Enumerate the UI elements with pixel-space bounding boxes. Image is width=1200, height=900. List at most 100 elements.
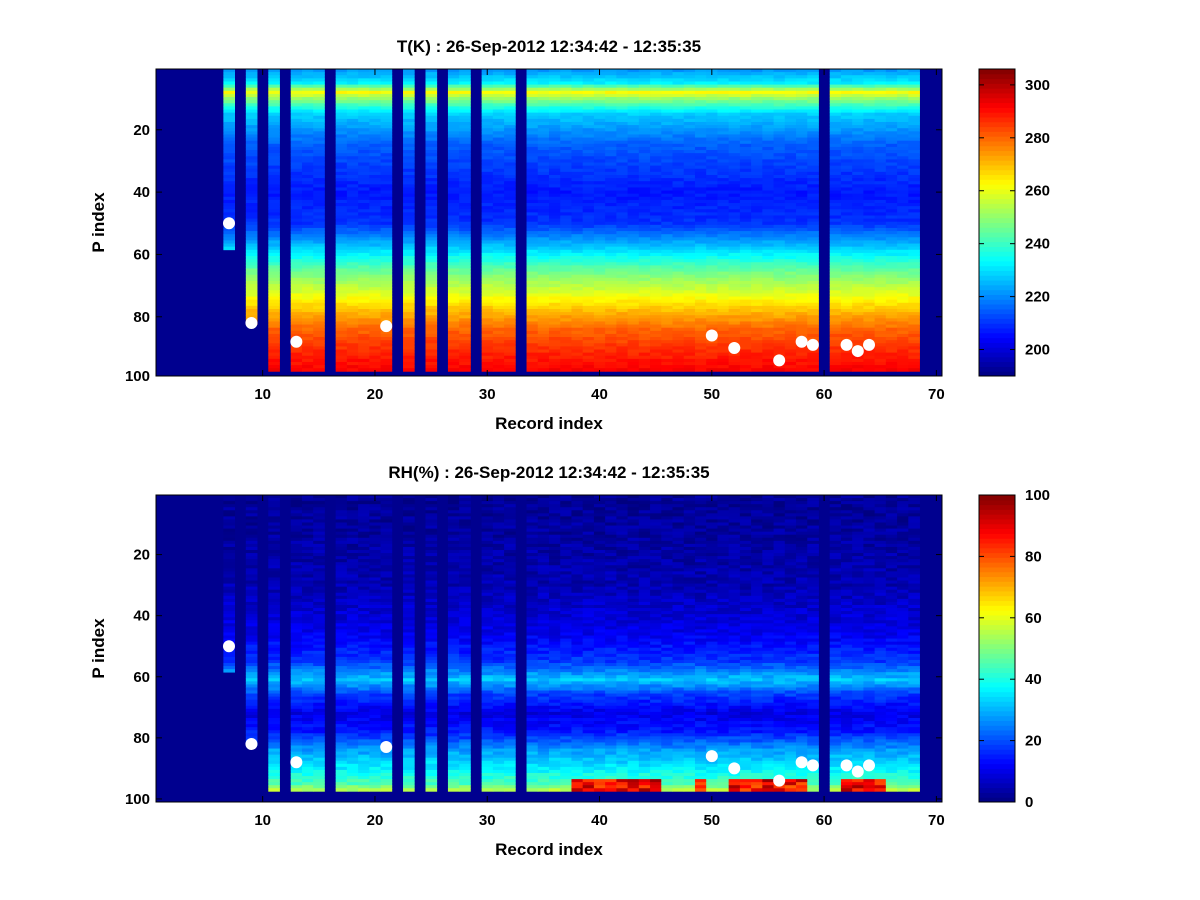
temperature-column-34 xyxy=(526,69,539,372)
temperature-cell xyxy=(403,193,415,198)
temperature-cell xyxy=(403,321,415,325)
temperature-cell xyxy=(504,100,516,104)
temperature-cell xyxy=(840,143,853,148)
temperature-cell xyxy=(447,305,460,310)
temperature-cell xyxy=(380,284,393,288)
temperature-cell xyxy=(335,305,348,310)
temperature-cell xyxy=(796,72,808,76)
temperature-cell xyxy=(706,165,718,170)
temperature-cell xyxy=(773,271,786,276)
temperature-cell xyxy=(650,112,662,117)
temperature-cell xyxy=(571,212,584,216)
temperature-cell xyxy=(638,361,651,366)
temperature-cell xyxy=(863,165,876,170)
temperature-cell xyxy=(223,134,235,138)
temperature-cell xyxy=(717,103,730,107)
temperature-cell xyxy=(897,218,909,223)
temperature-cell xyxy=(492,209,505,213)
temperature-cell xyxy=(840,87,853,92)
temperature-cell xyxy=(504,246,516,251)
temperature-cell xyxy=(840,209,853,213)
temperature-cell xyxy=(796,365,808,369)
temperature-cell xyxy=(739,90,752,95)
temperature-cell xyxy=(706,352,718,357)
temperature-cell xyxy=(840,324,853,329)
temperature-cell xyxy=(459,206,471,210)
temperature-cell xyxy=(560,174,572,179)
temperature-cell xyxy=(751,284,763,288)
temperature-cell xyxy=(672,340,685,344)
temperature-cell xyxy=(537,84,550,89)
temperature-cell xyxy=(706,327,718,332)
temperature-cell xyxy=(728,234,741,238)
temperature-cell xyxy=(369,284,381,288)
temperature-cell xyxy=(616,125,628,129)
temperature-cell xyxy=(773,81,786,85)
temperature-cell xyxy=(492,268,505,272)
temperature-cell xyxy=(481,343,494,347)
temperature-cell xyxy=(728,308,741,313)
temperature-cell xyxy=(526,234,539,238)
temperature-cell xyxy=(369,162,381,167)
temperature-cell xyxy=(268,131,280,135)
temperature-cell xyxy=(504,280,516,285)
temperature-cell xyxy=(313,112,325,117)
temperature-cell xyxy=(840,227,853,232)
temperature-cell xyxy=(762,271,774,276)
temperature-cell xyxy=(728,168,741,173)
temperature-cell xyxy=(459,249,471,254)
temperature-cell xyxy=(650,305,662,310)
temperature-cell xyxy=(728,333,741,338)
temperature-cell xyxy=(807,72,819,76)
temperature-cell xyxy=(863,318,876,322)
temperature-cell xyxy=(380,168,393,173)
temperature-cell xyxy=(661,69,673,73)
temperature-cell xyxy=(481,174,494,179)
temperature-cell xyxy=(425,305,438,310)
temperature-cell xyxy=(885,262,898,266)
temperature-cell xyxy=(301,103,314,107)
temperature-cell xyxy=(582,174,595,179)
temperature-cell xyxy=(346,361,359,366)
temperature-cell xyxy=(346,221,359,226)
temperature-cell xyxy=(537,150,550,154)
temperature-cell xyxy=(784,305,797,310)
temperature-cell xyxy=(840,75,853,79)
temperature-cell xyxy=(459,181,471,185)
temperature-cell xyxy=(796,268,808,272)
temperature-cell xyxy=(571,93,584,98)
temperature-cell xyxy=(728,165,741,170)
temperature-cell xyxy=(885,296,898,301)
temperature-cell xyxy=(571,178,584,182)
temperature-cell xyxy=(638,153,651,157)
temperature-cell xyxy=(537,280,550,285)
temperature-cell xyxy=(661,355,673,360)
temperature-cell xyxy=(380,368,393,372)
temperature-cell xyxy=(245,271,258,276)
temperature-cell xyxy=(358,187,370,191)
temperature-cell xyxy=(694,206,707,210)
temperature-cell xyxy=(369,358,381,363)
temperature-cell xyxy=(245,97,258,101)
temperature-cell xyxy=(245,184,258,188)
temperature-cell xyxy=(268,340,280,344)
temperature-cell xyxy=(447,75,460,79)
temperature-cell xyxy=(796,165,808,170)
temperature-cell xyxy=(358,324,370,329)
temperature-cell xyxy=(885,290,898,294)
temperature-cell xyxy=(403,277,415,282)
temperature-cell xyxy=(245,215,258,220)
temperature-cell xyxy=(627,81,640,85)
temperature-cell xyxy=(492,280,505,285)
temperature-cell xyxy=(616,259,628,263)
temperature-cell xyxy=(605,118,617,123)
temperature-cell xyxy=(582,318,595,322)
temperature-cell xyxy=(313,187,325,191)
temperature-cell xyxy=(908,174,920,179)
temperature-cell xyxy=(605,181,617,185)
temperature-cell xyxy=(346,178,359,182)
temperature-cell xyxy=(571,368,584,372)
temperature-cell xyxy=(863,358,876,363)
temperature-cell xyxy=(605,337,617,341)
temperature-cell xyxy=(346,321,359,325)
